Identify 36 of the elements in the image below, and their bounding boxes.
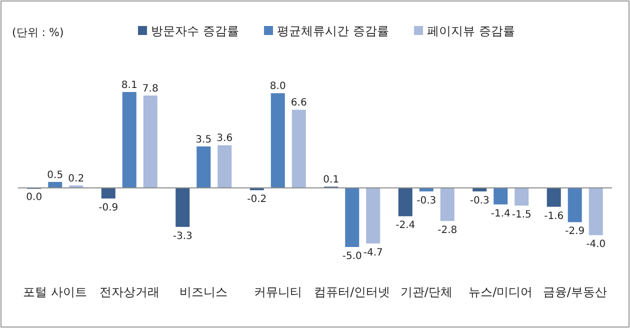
data-label: 3.6 bbox=[216, 133, 233, 144]
x-tick-label: 커뮤니티 bbox=[254, 285, 302, 299]
data-label: -4.7 bbox=[363, 247, 383, 258]
x-tick-label: 기관/단체 bbox=[400, 285, 452, 299]
data-label: -5.0 bbox=[342, 251, 362, 262]
x-tick-label: 금융/부동산 bbox=[542, 285, 607, 299]
data-label: -2.8 bbox=[438, 224, 458, 236]
data-label: 0.1 bbox=[323, 174, 340, 186]
data-label: 0.2 bbox=[68, 173, 84, 184]
data-label: 8.1 bbox=[121, 80, 138, 91]
data-label: 0.5 bbox=[47, 170, 64, 181]
data-label: -1.6 bbox=[544, 210, 564, 222]
legend-label: 페이지뷰 증감률 bbox=[427, 24, 515, 38]
data-label: -1.4 bbox=[490, 208, 510, 220]
data-label: 3.5 bbox=[196, 134, 212, 146]
data-label: -0.3 bbox=[416, 195, 436, 206]
data-label: -0.9 bbox=[98, 202, 118, 214]
data-label: -1.5 bbox=[512, 210, 532, 221]
legend-label: 방문자수 증감률 bbox=[151, 24, 239, 38]
text: (단위 : %) bbox=[12, 26, 64, 39]
data-label: -0.2 bbox=[247, 194, 267, 206]
data-label: 7.8 bbox=[142, 84, 158, 95]
legend-label: 평균체류시간 증감률 bbox=[277, 24, 389, 38]
data-label: -2.9 bbox=[565, 226, 585, 238]
data-label: 8.0 bbox=[270, 81, 286, 92]
data-label: 6.6 bbox=[290, 98, 307, 109]
data-label: -2.4 bbox=[396, 220, 416, 232]
data-label: 0.0 bbox=[26, 192, 42, 203]
x-tick-label: 뉴스/미디어 bbox=[468, 285, 533, 299]
data-label: -4.0 bbox=[586, 239, 606, 250]
data-label: -0.3 bbox=[470, 195, 490, 206]
x-tick-label: 포털 사이트 bbox=[23, 285, 88, 299]
x-tick-label: 전자상거래 bbox=[99, 285, 160, 299]
x-tick-label: 비즈니스 bbox=[180, 285, 228, 299]
x-tick-label: 컴퓨터/인터넷 bbox=[314, 285, 390, 299]
data-label: -3.3 bbox=[172, 230, 192, 242]
